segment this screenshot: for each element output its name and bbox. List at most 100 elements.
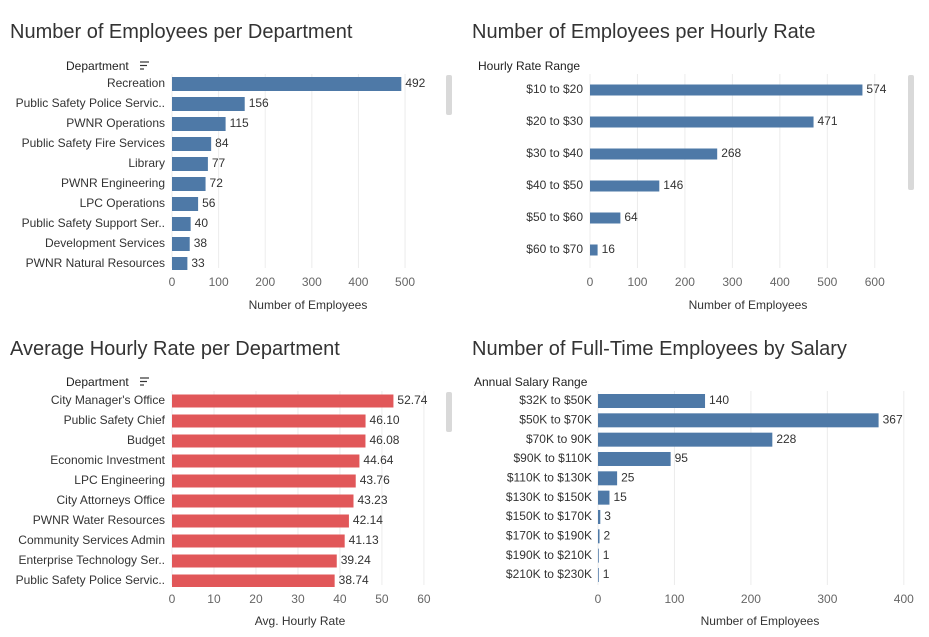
chart-title: Number of Employees per Department bbox=[10, 21, 353, 43]
data-label: 33 bbox=[191, 256, 205, 270]
x-tick-label: 60 bbox=[417, 592, 431, 606]
data-label: 228 bbox=[776, 432, 796, 446]
bar bbox=[598, 471, 618, 486]
bar bbox=[598, 509, 601, 524]
data-label: 56 bbox=[202, 196, 216, 210]
bar bbox=[172, 197, 199, 211]
bar bbox=[172, 137, 212, 151]
category-label: LPC Engineering bbox=[74, 473, 165, 487]
x-tick-label: 10 bbox=[207, 592, 221, 606]
category-label: Development Services bbox=[45, 236, 165, 250]
bar bbox=[598, 548, 599, 563]
category-label: $20 to $30 bbox=[526, 114, 583, 128]
data-label: 2 bbox=[604, 528, 611, 542]
category-label: Recreation bbox=[107, 76, 165, 90]
x-tick-label: 500 bbox=[817, 275, 837, 289]
x-tick-label: 0 bbox=[587, 275, 594, 289]
data-label: 72 bbox=[210, 176, 224, 190]
category-label: City Manager's Office bbox=[51, 393, 165, 407]
category-label: PWNR Engineering bbox=[61, 176, 165, 190]
sort-icon[interactable] bbox=[140, 61, 149, 70]
bar bbox=[172, 474, 356, 488]
category-label: $40 to $50 bbox=[526, 178, 583, 192]
plot: $32K to $50K 140 $50K to $70K 367 $70K to 90… bbox=[506, 393, 903, 582]
data-label: 367 bbox=[883, 413, 903, 427]
category-label: Public Safety Police Servic.. bbox=[16, 573, 165, 587]
data-label: 41.13 bbox=[349, 533, 379, 547]
sort-icon[interactable] bbox=[140, 377, 149, 386]
category-label: PWNR Operations bbox=[66, 116, 165, 130]
chart-title: Average Hourly Rate per Department bbox=[10, 338, 340, 360]
x-tick-label: 40 bbox=[333, 592, 347, 606]
category-label: $32K to $50K bbox=[519, 393, 592, 407]
category-label: $170K to $190K bbox=[506, 528, 592, 542]
x-tick-label: 500 bbox=[395, 275, 415, 289]
axis-header: Hourly Rate Range bbox=[478, 59, 580, 73]
data-label: 52.74 bbox=[397, 393, 427, 407]
x-tick-label: 0 bbox=[595, 592, 602, 606]
bar bbox=[172, 117, 226, 131]
category-label: Enterprise Technology Ser.. bbox=[18, 553, 165, 567]
category-label: Budget bbox=[127, 433, 166, 447]
x-tick-label: 600 bbox=[865, 275, 885, 289]
bar bbox=[172, 97, 245, 111]
x-tick-label: 400 bbox=[348, 275, 368, 289]
category-label: $30 to $40 bbox=[526, 146, 583, 160]
data-label: 16 bbox=[602, 242, 616, 256]
bar bbox=[172, 394, 394, 408]
plot: $10 to $20 574 $20 to $30 471 $30 to $40 268 $… bbox=[526, 82, 887, 256]
x-tick-label: 0 bbox=[169, 592, 176, 606]
category-label: Public Safety Support Ser.. bbox=[22, 216, 165, 230]
bar bbox=[590, 116, 814, 128]
data-label: 43.76 bbox=[360, 473, 390, 487]
data-label: 38 bbox=[194, 236, 208, 250]
data-label: 140 bbox=[709, 393, 729, 407]
x-tick-label: 200 bbox=[741, 592, 761, 606]
data-label: 115 bbox=[230, 116, 249, 130]
bar bbox=[172, 177, 206, 191]
bar bbox=[172, 534, 345, 548]
axis-header: Department bbox=[66, 375, 129, 389]
bar bbox=[590, 148, 718, 160]
category-label: $190K to $210K bbox=[506, 548, 592, 562]
x-tick-label: 400 bbox=[894, 592, 914, 606]
data-label: 46.10 bbox=[370, 413, 400, 427]
x-tick-label: 30 bbox=[291, 592, 305, 606]
data-label: 84 bbox=[215, 136, 229, 150]
data-label: 77 bbox=[212, 156, 226, 170]
data-label: 1 bbox=[603, 548, 610, 562]
data-label: 574 bbox=[866, 82, 886, 96]
scrollbar bbox=[908, 75, 914, 190]
bar bbox=[598, 413, 879, 428]
data-label: 15 bbox=[613, 490, 627, 504]
bar bbox=[172, 454, 360, 468]
x-tick-label: 50 bbox=[375, 592, 389, 606]
bar bbox=[598, 529, 600, 544]
bar bbox=[172, 237, 190, 251]
data-label: 1 bbox=[603, 567, 610, 581]
plot: Recreation 492 Public Safety Police Servic… bbox=[16, 76, 426, 270]
category-label: PWNR Natural Resources bbox=[26, 256, 165, 270]
x-axis-title: Number of Employees bbox=[689, 298, 808, 312]
x-tick-label: 100 bbox=[209, 275, 229, 289]
data-label: 44.64 bbox=[363, 453, 393, 467]
x-axis-title: Number of Employees bbox=[249, 298, 368, 312]
x-tick-label: 20 bbox=[249, 592, 263, 606]
bar bbox=[172, 574, 335, 587]
category-label: $60 to $70 bbox=[526, 242, 583, 256]
plot: City Manager's Office 52.74 Public Safety … bbox=[16, 393, 428, 587]
data-label: 64 bbox=[624, 210, 638, 224]
category-label: $50 to $60 bbox=[526, 210, 583, 224]
category-label: $70K to 90K bbox=[526, 432, 592, 446]
data-label: 25 bbox=[621, 470, 635, 484]
x-tick-label: 0 bbox=[169, 275, 176, 289]
bar bbox=[172, 414, 366, 428]
axis-header: Annual Salary Range bbox=[474, 375, 588, 389]
data-label: 492 bbox=[405, 76, 425, 90]
bar bbox=[172, 257, 188, 270]
scrollbar bbox=[446, 392, 452, 432]
bar bbox=[598, 451, 671, 466]
bar bbox=[172, 514, 349, 528]
category-label: $150K to $170K bbox=[506, 509, 592, 523]
